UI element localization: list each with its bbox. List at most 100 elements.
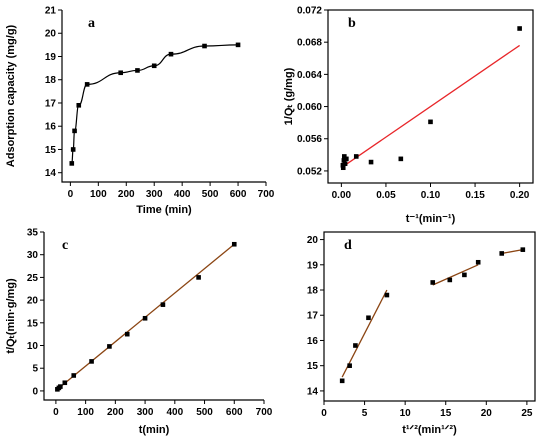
axes-lines	[43, 232, 264, 401]
y-axis-title: 1/Qₜ (g/mg)	[283, 67, 295, 125]
data-point	[70, 147, 76, 152]
data-point	[62, 380, 68, 386]
x-tick-label: 500	[196, 407, 213, 418]
data-point	[366, 315, 371, 321]
data-point	[347, 363, 352, 368]
panel-c: 0 100 200 300 400 500 600 700 0 5 10 15 20 25 30 35 c t(m…	[5, 228, 273, 437]
y-tick-label: 14	[307, 386, 319, 397]
y-tick-label: 10	[27, 341, 39, 352]
y-tick-label: 5	[32, 364, 38, 375]
y-tick-label: 0.060	[297, 102, 322, 113]
x-tick-label: 25	[521, 408, 533, 419]
y-tick-label: 16	[45, 122, 57, 133]
y-tick-label: 0.068	[297, 38, 322, 49]
data-point	[340, 165, 346, 171]
x-tick-label: 300	[137, 407, 154, 418]
x-tick-label: 500	[202, 189, 219, 200]
x-tick-label: 0.20	[510, 190, 530, 201]
y-tick-label: 0.056	[297, 134, 322, 145]
axes-lines	[61, 10, 266, 183]
data-point	[447, 277, 453, 283]
x-tick-label: 600	[226, 407, 243, 418]
y-tick-label: 17	[45, 98, 57, 109]
x-tick-label: 0	[53, 407, 59, 418]
data-point	[428, 119, 433, 125]
data-point	[339, 378, 345, 384]
x-tick-label: 0.15	[465, 190, 485, 201]
data-point	[107, 344, 112, 349]
y-tick-label: 19	[45, 52, 57, 63]
data-point	[84, 82, 90, 87]
y-tick-label: 16	[307, 336, 319, 347]
data-point	[69, 161, 75, 166]
data-point	[430, 280, 436, 285]
data-point	[231, 241, 237, 247]
fit-segment	[501, 249, 523, 255]
x-axis-title: t¹ᐟ²(min¹ᐟ²)	[402, 424, 457, 436]
data-point	[368, 159, 374, 165]
data-point	[341, 158, 347, 163]
y-axis-title: Adsorption capacity (mg/g)	[5, 24, 17, 167]
data-point	[384, 292, 390, 298]
data-point	[196, 275, 201, 280]
data-point	[58, 384, 63, 389]
y-tick-label: 0	[32, 386, 38, 397]
y-tick-label: 15	[307, 361, 319, 372]
data-point	[124, 331, 130, 337]
x-tick-label: 200	[107, 407, 124, 418]
x-tick-label: 5	[362, 408, 368, 419]
fit-segment	[341, 289, 388, 378]
data-point	[353, 343, 358, 348]
y-tick-label: 0.064	[297, 70, 322, 81]
y-tick-label: 0.072	[297, 6, 322, 17]
x-tick-label: 0.00	[332, 190, 352, 201]
panel-letter: b	[348, 16, 356, 31]
panel-a: 0 100 200 300 400 500 600 700 14 15 16 17 18 19 20 21 a T…	[5, 6, 275, 217]
data-point	[202, 43, 207, 49]
y-tick-label: 20	[307, 235, 319, 246]
x-tick-label: 400	[166, 407, 183, 418]
panel-b: 0.00 0.05 0.10 0.15 0.20 0.052 0.056 0.060 0.064…	[283, 6, 534, 225]
y-tick-label: 30	[27, 250, 39, 261]
data-point	[235, 42, 241, 48]
x-tick-label: 200	[118, 189, 135, 200]
data-point	[160, 302, 166, 307]
plot-frame	[323, 231, 536, 402]
y-axis-title: t/Qₜ(min·g/mg)	[5, 278, 17, 354]
fit-segment	[432, 264, 479, 286]
data-point	[517, 26, 522, 31]
x-tick-label: 20	[481, 408, 493, 419]
plot-frame	[327, 9, 534, 184]
data-point	[168, 51, 174, 57]
x-tick-label: 0.05	[376, 190, 396, 201]
x-tick-label: 0	[68, 189, 74, 200]
x-axis-title: t(min)	[139, 424, 170, 436]
x-axis-title: t⁻¹(min⁻¹)	[406, 213, 456, 225]
y-tick-label: 21	[45, 6, 57, 17]
data-point	[499, 251, 505, 256]
y-tick-label: 15	[27, 318, 39, 329]
y-tick-label: 25	[27, 273, 39, 284]
panel-letter: c	[62, 238, 68, 253]
y-tick-label: 18	[307, 286, 319, 297]
data-point	[71, 373, 77, 378]
fit-line	[341, 44, 520, 169]
panel-d: 0 5 10 15 20 25 14 15 16 17 18 19 20 d t¹ᐟ²(min¹ᐟ²)	[307, 231, 536, 436]
data-point	[475, 259, 481, 265]
x-tick-label: 0.10	[421, 190, 441, 201]
x-tick-label: 400	[174, 189, 191, 200]
panel-letter: a	[88, 16, 95, 31]
data-point	[72, 128, 77, 134]
data-point	[142, 315, 148, 321]
x-tick-label: 0	[321, 408, 327, 419]
fit-curve	[71, 44, 239, 165]
panel-letter: d	[344, 238, 352, 253]
x-tick-label: 10	[400, 408, 412, 419]
data-point	[118, 70, 123, 76]
y-tick-label: 20	[27, 296, 39, 307]
x-axis-title: Time (min)	[136, 204, 192, 216]
y-tick-label: 20	[45, 29, 57, 40]
y-tick-label: 19	[307, 260, 319, 271]
